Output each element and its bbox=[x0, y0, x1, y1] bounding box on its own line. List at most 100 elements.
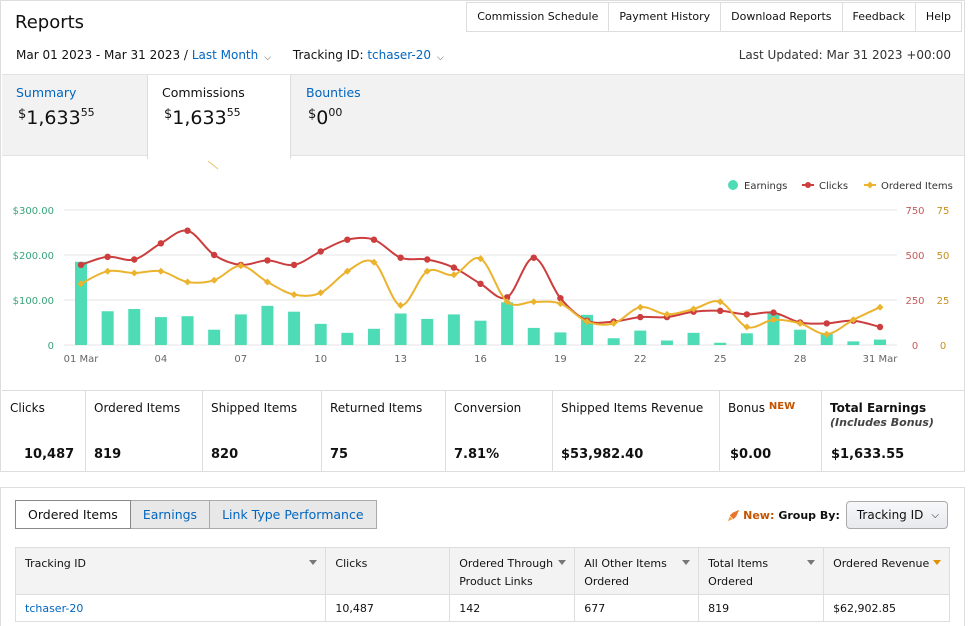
metric-value: 75 bbox=[330, 447, 349, 462]
tab-earnings[interactable]: Earnings bbox=[130, 500, 211, 529]
column-header-clicks[interactable]: Clicks bbox=[325, 547, 451, 595]
sort-arrow-icon[interactable] bbox=[807, 560, 816, 565]
y-left-tick-label: $300.00 bbox=[13, 206, 54, 217]
metric-label: Total Earnings bbox=[830, 401, 927, 415]
metric-sublabel: (Includes Bonus) bbox=[830, 416, 934, 429]
clicks-point bbox=[424, 256, 431, 263]
metric-label: Ordered Items bbox=[94, 401, 181, 415]
clicks-point bbox=[210, 251, 218, 259]
page-title: Reports bbox=[15, 12, 85, 33]
group-by-label: Group By: bbox=[778, 508, 840, 522]
ordered-items-point bbox=[503, 298, 511, 306]
ordered-items-point bbox=[343, 267, 351, 275]
column-header-ordered-through-links[interactable]: Ordered Through Product Links bbox=[449, 547, 576, 595]
tab-link-type-performance[interactable]: Link Type Performance bbox=[210, 500, 377, 529]
sort-arrow-icon[interactable] bbox=[558, 560, 567, 565]
earnings-bar bbox=[474, 320, 487, 345]
cell-ordered-revenue: $62,902.85 bbox=[823, 594, 950, 622]
metric-returned-items: Returned Items 75 bbox=[322, 391, 446, 472]
y-left-tick-label: $200.00 bbox=[13, 251, 54, 262]
ordered-items-point bbox=[210, 276, 218, 284]
cell-ordered-through-links: 142 bbox=[449, 594, 576, 622]
metric-label: Shipped Items Revenue bbox=[561, 401, 704, 415]
clicks-point bbox=[477, 280, 484, 287]
ordered-items-point bbox=[104, 267, 112, 275]
group-by: New: Group By: Tracking ID ⌵ bbox=[727, 501, 948, 529]
earnings-bar bbox=[394, 313, 407, 345]
ordered-items-point bbox=[849, 316, 857, 324]
nav-commission-schedule[interactable]: Commission Schedule bbox=[466, 2, 609, 32]
earnings-bar bbox=[527, 327, 540, 345]
nav-feedback[interactable]: Feedback bbox=[841, 2, 915, 32]
clicks-point bbox=[637, 313, 644, 321]
new-badge: NEW bbox=[768, 401, 796, 412]
tab-commissions-label: Commissions bbox=[162, 85, 245, 100]
column-header-ordered-revenue[interactable]: Ordered Revenue bbox=[823, 547, 950, 595]
ordered-items-point bbox=[157, 267, 165, 275]
breakdown-tabs: Ordered Items Earnings Link Type Perform… bbox=[15, 500, 377, 529]
earnings-bar bbox=[314, 323, 327, 345]
earnings-bar bbox=[794, 329, 807, 345]
column-header-total-items[interactable]: Total Items Ordered bbox=[698, 547, 825, 595]
ordered-items-point bbox=[477, 255, 484, 263]
ordered-items-point bbox=[423, 267, 431, 275]
clicks-point bbox=[317, 248, 324, 255]
sort-arrow-icon[interactable] bbox=[309, 560, 318, 565]
x-tick-label: 19 bbox=[554, 354, 567, 365]
tab-commissions[interactable]: Commissions $1,63355 bbox=[147, 75, 291, 159]
earnings-bar bbox=[261, 305, 274, 345]
nav-help[interactable]: Help bbox=[914, 2, 962, 32]
clicks-point bbox=[876, 323, 884, 331]
ordered-items-point bbox=[370, 258, 378, 266]
clicks-point bbox=[184, 227, 191, 234]
column-header-tracking-id[interactable]: Tracking ID bbox=[14, 547, 327, 595]
metric-value: 7.81% bbox=[454, 447, 500, 462]
clicks-point bbox=[717, 307, 724, 314]
y-right-clicks-tick-label: 0 bbox=[912, 341, 918, 352]
summary-amount: $1,63355 bbox=[18, 106, 95, 129]
y-left-tick-label: $100.00 bbox=[13, 296, 54, 307]
clicks-point bbox=[131, 256, 138, 263]
earnings-bar bbox=[660, 340, 673, 345]
earnings-bar bbox=[874, 339, 886, 345]
period-dropdown[interactable]: Last Month ⌵ bbox=[191, 48, 271, 63]
ordered-items-point bbox=[397, 301, 405, 309]
earnings-bar bbox=[634, 330, 647, 345]
cell-clicks: 10,487 bbox=[325, 594, 451, 622]
ordered-items-point bbox=[636, 303, 644, 311]
period-label: Last Month bbox=[191, 48, 259, 62]
earnings-bar bbox=[208, 329, 221, 345]
nav-payment-history[interactable]: Payment History bbox=[608, 2, 721, 32]
clicks-point bbox=[450, 264, 458, 271]
metric-shipped-items: Shipped Items 820 bbox=[203, 391, 322, 472]
clicks-point bbox=[397, 254, 404, 261]
y-right-items-tick-label: 25 bbox=[937, 296, 950, 307]
earnings-bar bbox=[607, 338, 620, 345]
sort-arrow-icon[interactable] bbox=[933, 560, 941, 565]
metric-value: $0.00 bbox=[730, 447, 772, 462]
tab-summary[interactable]: Summary $1,63355 bbox=[2, 75, 147, 157]
tab-summary-label: Summary bbox=[16, 85, 77, 100]
tab-ordered-items[interactable]: Ordered Items bbox=[15, 500, 131, 529]
y-right-clicks-tick-label: 750 bbox=[905, 206, 924, 217]
cell-tracking-id[interactable]: tchaser-20 bbox=[14, 594, 327, 622]
column-header-all-other-items[interactable]: All Other Items Ordered bbox=[574, 547, 700, 595]
metric-label: Shipped Items bbox=[211, 401, 298, 415]
x-tick-label: 01 Mar bbox=[64, 354, 100, 365]
tab-bounties[interactable]: Bounties $000 bbox=[291, 75, 431, 157]
ordered-items-point bbox=[743, 323, 751, 331]
cell-all-other-items: 677 bbox=[574, 594, 700, 622]
table-header-row: Tracking ID Clicks Ordered Through Produ… bbox=[14, 547, 950, 595]
nav-download-reports[interactable]: Download Reports bbox=[720, 2, 842, 32]
cell-total-items: 819 bbox=[698, 594, 825, 622]
ordered-items-point bbox=[530, 298, 538, 306]
ordered-items-point bbox=[184, 278, 192, 286]
sort-arrow-icon[interactable] bbox=[682, 560, 691, 565]
group-by-select[interactable]: Tracking ID ⌵ bbox=[845, 501, 948, 529]
x-tick-label: 16 bbox=[474, 354, 487, 365]
ordered-items-point bbox=[796, 319, 804, 327]
clicks-line bbox=[80, 229, 881, 328]
new-label: New: bbox=[743, 508, 775, 522]
table-row: tchaser-20 10,487 142 677 819 $62,902.85 bbox=[14, 594, 950, 622]
tracking-id-dropdown[interactable]: tchaser-20 ⌵ bbox=[367, 48, 444, 63]
